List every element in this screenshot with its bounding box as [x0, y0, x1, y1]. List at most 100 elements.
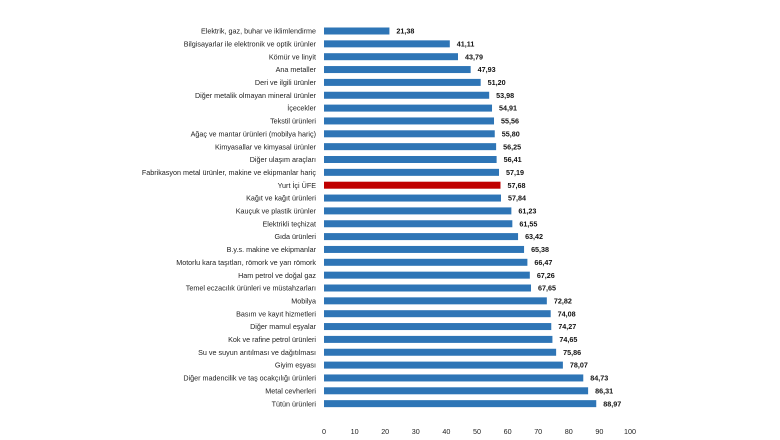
category-label: Metal cevherleri: [265, 386, 316, 395]
value-label: 57,68: [508, 181, 526, 190]
bar: [324, 130, 495, 138]
bar: [324, 104, 493, 112]
x-tick-label: 50: [473, 427, 481, 436]
category-label: Motorlu kara taşıtları, römork ve yarı r…: [176, 258, 316, 267]
bar: [324, 271, 530, 279]
category-label: Gıda ürünleri: [274, 232, 316, 241]
value-label: 47,93: [478, 65, 496, 74]
category-label: Su ve suyun arıtılması ve dağıtılması: [198, 348, 316, 357]
bar: [324, 40, 450, 48]
bar: [324, 53, 458, 61]
value-label: 61,23: [518, 207, 536, 216]
bar: [324, 233, 519, 241]
category-label: Ham petrol ve doğal gaz: [238, 271, 316, 280]
bar: [324, 156, 497, 163]
bar: [324, 310, 551, 318]
value-label: 51,20: [488, 78, 506, 87]
value-label: 72,82: [554, 296, 572, 305]
bar: [324, 91, 490, 99]
value-label: 86,31: [595, 386, 613, 395]
category-label: Elektrik, gaz, buhar ve iklimlendirme: [201, 27, 316, 36]
value-label: 53,98: [496, 91, 514, 100]
bar-highlight: [324, 181, 501, 189]
value-label: 63,42: [525, 232, 543, 241]
bar: [324, 66, 471, 74]
category-label: Elektrikli teçhizat: [262, 219, 316, 228]
category-label: Mobilya: [291, 296, 316, 305]
bar: [324, 335, 553, 343]
category-label: Kimyasallar ve kimyasal ürünler: [215, 142, 317, 151]
bar: [324, 207, 512, 215]
bar: [324, 143, 497, 151]
value-label: 41,11: [457, 39, 475, 48]
value-label: 65,38: [531, 245, 549, 254]
category-label: Ağaç ve mantar ürünleri (mobilya hariç): [191, 129, 316, 138]
bar: [324, 27, 390, 35]
value-label: 56,25: [503, 142, 521, 151]
x-tick-label: 100: [624, 427, 636, 436]
category-label: Ana metaller: [276, 65, 317, 74]
bar: [324, 348, 557, 356]
bar: [324, 284, 532, 292]
bar: [324, 400, 597, 408]
value-label: 67,26: [537, 271, 555, 280]
bar: [324, 258, 528, 266]
category-label: İçecekler: [287, 104, 316, 113]
value-label: 84,73: [590, 374, 608, 383]
category-label: Kok ve rafine petrol ürünleri: [228, 335, 316, 344]
x-tick-label: 80: [565, 427, 573, 436]
bar: [324, 245, 525, 253]
category-label: Fabrikasyon metal ürünler, makine ve eki…: [142, 168, 317, 177]
x-tick-label: 90: [595, 427, 603, 436]
value-label: 67,65: [538, 284, 556, 293]
category-label: Kauçuk ve plastik ürünler: [236, 207, 317, 216]
category-label: Tütün ürünleri: [272, 399, 317, 408]
category-label: Kağıt ve kağıt ürünleri: [246, 194, 316, 203]
value-label: 43,79: [465, 52, 483, 61]
category-label: Tekstil ürünleri: [270, 117, 316, 126]
x-tick-label: 0: [322, 427, 326, 436]
value-label: 55,56: [501, 117, 519, 126]
value-label: 88,97: [603, 399, 621, 408]
bar: [324, 387, 589, 395]
bar: [324, 220, 513, 228]
bar: [324, 361, 563, 369]
bar: [324, 117, 495, 125]
category-label: Yurt İçi ÜFE: [278, 181, 317, 190]
category-label: Bilgisayarlar ile elektronik ve optik ür…: [184, 39, 317, 48]
category-label: Diğer metalik olmayan mineral ürünler: [195, 91, 317, 100]
category-label: Basım ve kayıt hizmetleri: [236, 309, 316, 318]
bar: [324, 323, 552, 331]
category-label: Temel eczacılık ürünleri ve müstahzarlar…: [186, 284, 316, 293]
x-tick-label: 30: [412, 427, 420, 436]
category-label: Deri ve ilgili ürünler: [255, 78, 317, 87]
bar: [324, 78, 481, 86]
value-label: 61,55: [519, 219, 537, 228]
x-tick-label: 40: [442, 427, 450, 436]
value-label: 56,41: [504, 155, 522, 164]
value-label: 54,91: [499, 104, 517, 113]
category-label: Giyim eşyası: [275, 361, 316, 370]
value-label: 21,38: [396, 27, 414, 36]
value-label: 78,07: [570, 361, 588, 370]
value-label: 74,65: [559, 335, 577, 344]
category-label: Kömür ve linyit: [269, 52, 316, 61]
bar: [324, 297, 547, 305]
x-tick-label: 10: [351, 427, 359, 436]
value-label: 57,19: [506, 168, 524, 177]
category-label: Diğer madencilik ve taş ocakçılığı ürünl…: [183, 374, 316, 383]
value-label: 57,84: [508, 194, 526, 203]
bar: [324, 194, 501, 202]
value-label: 75,86: [563, 348, 581, 357]
bar: [324, 374, 584, 382]
x-tick-label: 70: [534, 427, 542, 436]
category-label: Diğer mamul eşyalar: [250, 322, 317, 331]
category-label: B.y.s. makine ve ekipmanlar: [227, 245, 317, 254]
bar: [324, 168, 500, 176]
x-tick-label: 20: [381, 427, 389, 436]
value-label: 74,27: [558, 322, 576, 331]
category-label: Diğer ulaşım araçları: [250, 155, 316, 164]
x-tick-label: 60: [504, 427, 512, 436]
